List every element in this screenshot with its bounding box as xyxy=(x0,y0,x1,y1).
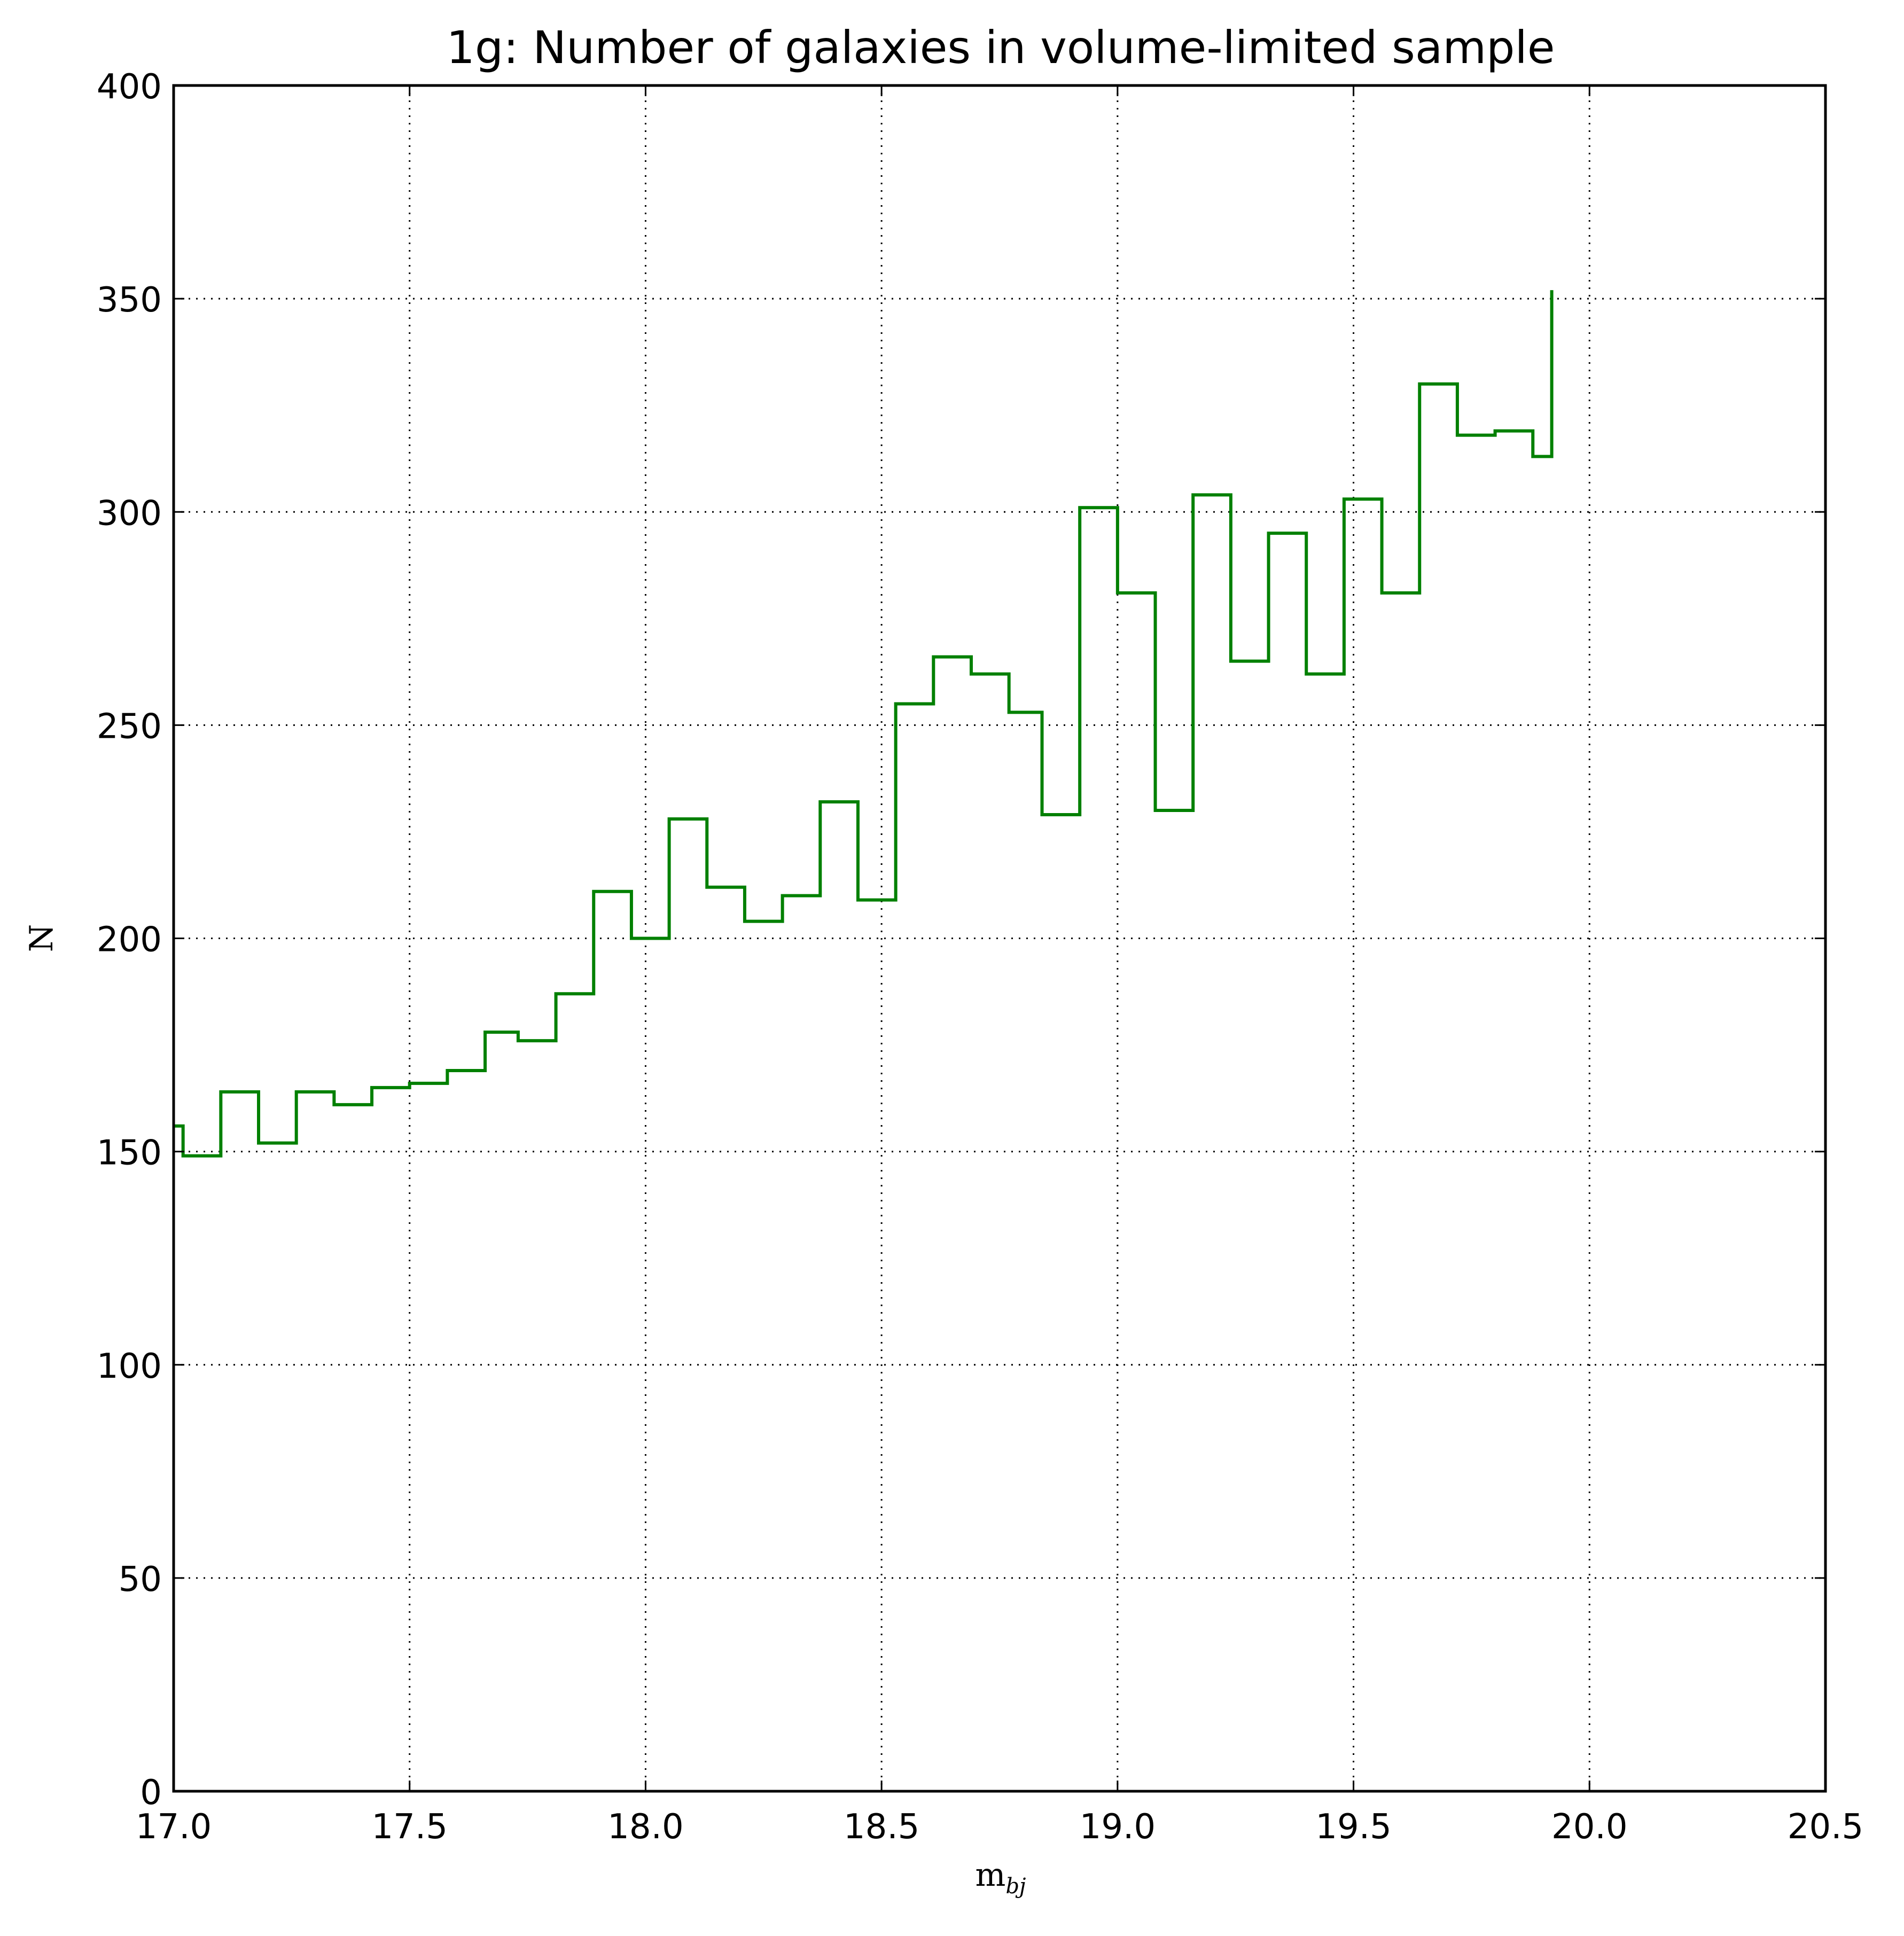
x-tick-label: 17.0 xyxy=(136,1807,212,1847)
x-axis-label: mbj xyxy=(976,1856,1026,1899)
x-tick-label: 17.5 xyxy=(371,1807,448,1847)
y-axis-label: N xyxy=(23,924,60,953)
grid-lines xyxy=(174,85,1825,1791)
y-tick-label: 250 xyxy=(97,707,162,746)
y-tick-label: 400 xyxy=(97,67,162,107)
y-tick-label: 350 xyxy=(97,280,162,320)
y-tick-label: 150 xyxy=(97,1134,162,1173)
x-axis-label-main: m xyxy=(976,1856,1006,1894)
series-step-line xyxy=(174,290,1554,1158)
y-tick-label: 50 xyxy=(119,1560,162,1599)
x-tick-label: 19.0 xyxy=(1080,1807,1156,1847)
x-tick-label: 18.5 xyxy=(844,1807,920,1847)
x-tick-label: 20.0 xyxy=(1551,1807,1628,1847)
y-tick-label: 300 xyxy=(97,494,162,533)
tick-marks xyxy=(173,84,1827,1792)
chart-title: 1g: Number of galaxies in volume-limited… xyxy=(446,21,1555,74)
x-axis-label-subscript: bj xyxy=(1005,1874,1026,1899)
y-tick-label: 200 xyxy=(97,920,162,960)
y-tick-label: 100 xyxy=(97,1347,162,1386)
x-tick-label: 18.0 xyxy=(607,1807,684,1847)
y-tick-label: 0 xyxy=(140,1773,162,1813)
x-tick-label: 20.5 xyxy=(1788,1807,1864,1847)
x-tick-labels: 17.0 17.5 18.0 18.5 19.0 19.5 20.0 20.5 xyxy=(136,1807,1864,1847)
y-tick-labels: 0 50 100 150 200 250 300 350 400 xyxy=(97,67,162,1813)
x-tick-label: 19.5 xyxy=(1315,1807,1392,1847)
series-layer xyxy=(174,290,1554,1158)
